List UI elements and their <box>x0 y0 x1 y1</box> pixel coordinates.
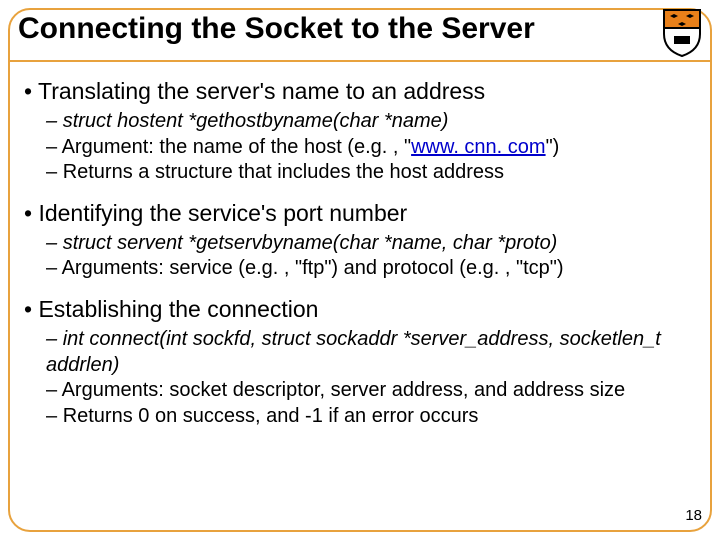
sub-bullet: – int connect(int sockfd, struct sockadd… <box>46 327 696 378</box>
sub-bullet: – struct hostent *gethostbyname(char *na… <box>46 109 696 135</box>
sub-bullet-text: Arguments: socket descriptor, server add… <box>62 379 626 401</box>
title-divider <box>8 60 712 62</box>
sub-bullet: – Returns a structure that includes the … <box>46 160 696 186</box>
sub-bullet: – struct servent *getservbyname(char *na… <box>46 231 696 257</box>
sub-bullet: – Arguments: service (e.g. , "ftp") and … <box>46 256 696 282</box>
heading-text: Establishing the connection <box>38 296 318 322</box>
princeton-shield-icon <box>660 6 704 58</box>
sub-bullet-text: Argument: the name of the host (e.g. , " <box>62 136 412 158</box>
sub-bullet: – Argument: the name of the host (e.g. ,… <box>46 135 696 161</box>
bullet-heading: • Establishing the connection <box>24 296 696 323</box>
bullet-heading: • Translating the server's name to an ad… <box>24 78 696 105</box>
sub-bullet-text: int connect(int sockfd, struct sockaddr … <box>46 328 661 376</box>
slide-content: • Translating the server's name to an ad… <box>24 72 696 429</box>
sub-bullet: – Arguments: socket descriptor, server a… <box>46 378 696 404</box>
page-number: 18 <box>685 507 702 524</box>
sub-bullet-text: Arguments: service (e.g. , "ftp") and pr… <box>62 257 564 279</box>
slide-title: Connecting the Socket to the Server <box>18 12 535 46</box>
heading-text: Translating the server's name to an addr… <box>38 78 485 104</box>
sub-bullet-text: Returns a structure that includes the ho… <box>63 161 504 183</box>
sub-bullet-text: Returns 0 on success, and -1 if an error… <box>63 405 479 427</box>
link-text[interactable]: www. cnn. com <box>411 136 545 158</box>
sub-bullet-text: ") <box>546 136 560 158</box>
sub-bullet-text: struct hostent *gethostbyname(char *name… <box>63 110 449 132</box>
heading-text: Identifying the service's port number <box>38 200 407 226</box>
sub-bullet: – Returns 0 on success, and -1 if an err… <box>46 404 696 430</box>
bullet-heading: • Identifying the service's port number <box>24 200 696 227</box>
sub-bullet-text: struct servent *getservbyname(char *name… <box>63 232 558 254</box>
